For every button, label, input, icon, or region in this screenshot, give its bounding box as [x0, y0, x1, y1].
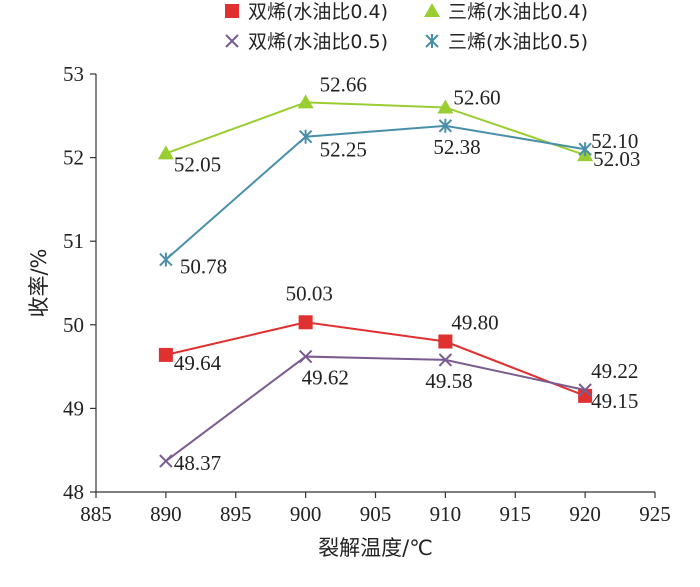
- data-label: 52.03: [593, 147, 640, 171]
- series-line: [165, 124, 586, 261]
- legend-item: 双烯(水油比0.4): [225, 1, 388, 23]
- data-point-marker: [159, 252, 173, 267]
- series-line: [165, 101, 586, 157]
- legend-marker: [225, 34, 239, 48]
- y-tick-label: 51: [63, 229, 84, 253]
- data-point-marker: [298, 349, 313, 364]
- data-label: 49.22: [591, 359, 638, 383]
- data-label: 50.03: [286, 281, 333, 305]
- legend-label: 三烯(水油比0.5): [448, 31, 588, 53]
- y-tick-label: 50: [63, 313, 84, 337]
- data-point-marker: [437, 99, 454, 114]
- data-point-marker: [298, 129, 313, 144]
- data-label: 49.64: [174, 351, 222, 375]
- data-label: 49.58: [425, 369, 472, 393]
- y-tick-label: 49: [63, 396, 84, 420]
- x-axis-title: 裂解温度/℃: [318, 536, 433, 560]
- data-label: 52.10: [591, 129, 638, 153]
- legend-item: 三烯(水油比0.4): [424, 1, 588, 23]
- data-point-marker: [438, 118, 453, 133]
- axes: 885 890 895 900 905 910 915 920 925 48 49 50 51 52 53: [63, 62, 671, 526]
- data-label: 48.37: [174, 451, 221, 475]
- x-tick-label: 920: [569, 502, 601, 526]
- legend-marker: [425, 34, 439, 48]
- data-point-marker: [438, 334, 453, 349]
- x-tick-label: 905: [360, 502, 392, 526]
- data-label: 50.78: [180, 255, 227, 279]
- series-line: [165, 355, 586, 462]
- data-point-marker: [157, 145, 174, 160]
- data-label: 52.60: [453, 85, 500, 109]
- x-tick-label: 900: [290, 502, 322, 526]
- x-tick-label: 885: [80, 502, 112, 526]
- data-point-marker: [158, 347, 173, 362]
- y-tick-label: 48: [63, 480, 84, 504]
- data-labels: 49.64 50.03 49.80 49.15 52.05 52.66 52.60 52.03…: [174, 72, 641, 475]
- data-label: 49.15: [591, 389, 638, 413]
- data-label: 49.80: [451, 311, 498, 335]
- data-point-marker: [578, 142, 592, 157]
- legend-item: 双烯(水油比0.5): [225, 31, 388, 53]
- data-label: 52.66: [320, 72, 367, 96]
- legend-marker: [424, 3, 440, 17]
- data-point-marker: [298, 315, 313, 330]
- x-tick-label: 925: [639, 502, 671, 526]
- x-tick-label: 910: [430, 502, 462, 526]
- legend-label: 三烯(水油比0.4): [448, 1, 588, 23]
- series-2: [157, 94, 594, 162]
- data-point-marker: [578, 383, 592, 397]
- y-tick-label: 52: [63, 146, 84, 170]
- data-point-marker: [438, 353, 453, 367]
- x-tick-label: 895: [220, 502, 252, 526]
- data-label: 52.38: [433, 135, 480, 159]
- legend-label: 双烯(水油比0.4): [248, 1, 388, 23]
- series-layer: [157, 94, 594, 468]
- x-tick-label: 890: [150, 502, 182, 526]
- series-3: [159, 349, 592, 468]
- y-tick-label: 53: [63, 62, 84, 86]
- y-axis-title: 收率/%: [27, 248, 51, 317]
- data-point-marker: [159, 454, 173, 468]
- legend-item: 三烯(水油比0.5): [425, 31, 588, 53]
- data-point-marker: [297, 94, 314, 109]
- series-4: [159, 118, 592, 267]
- legend-marker: [225, 4, 239, 18]
- data-label: 52.05: [174, 152, 221, 176]
- legend-label: 双烯(水油比0.5): [248, 31, 388, 53]
- data-label: 52.25: [320, 138, 367, 162]
- series-line: [165, 321, 586, 397]
- legend: 双烯(水油比0.4) 三烯(水油比0.4) 双烯(水油比0.5) 三烯(水油比0.5): [225, 1, 588, 53]
- series-1: [158, 315, 593, 403]
- x-tick-label: 915: [500, 502, 532, 526]
- data-label: 49.62: [302, 366, 349, 390]
